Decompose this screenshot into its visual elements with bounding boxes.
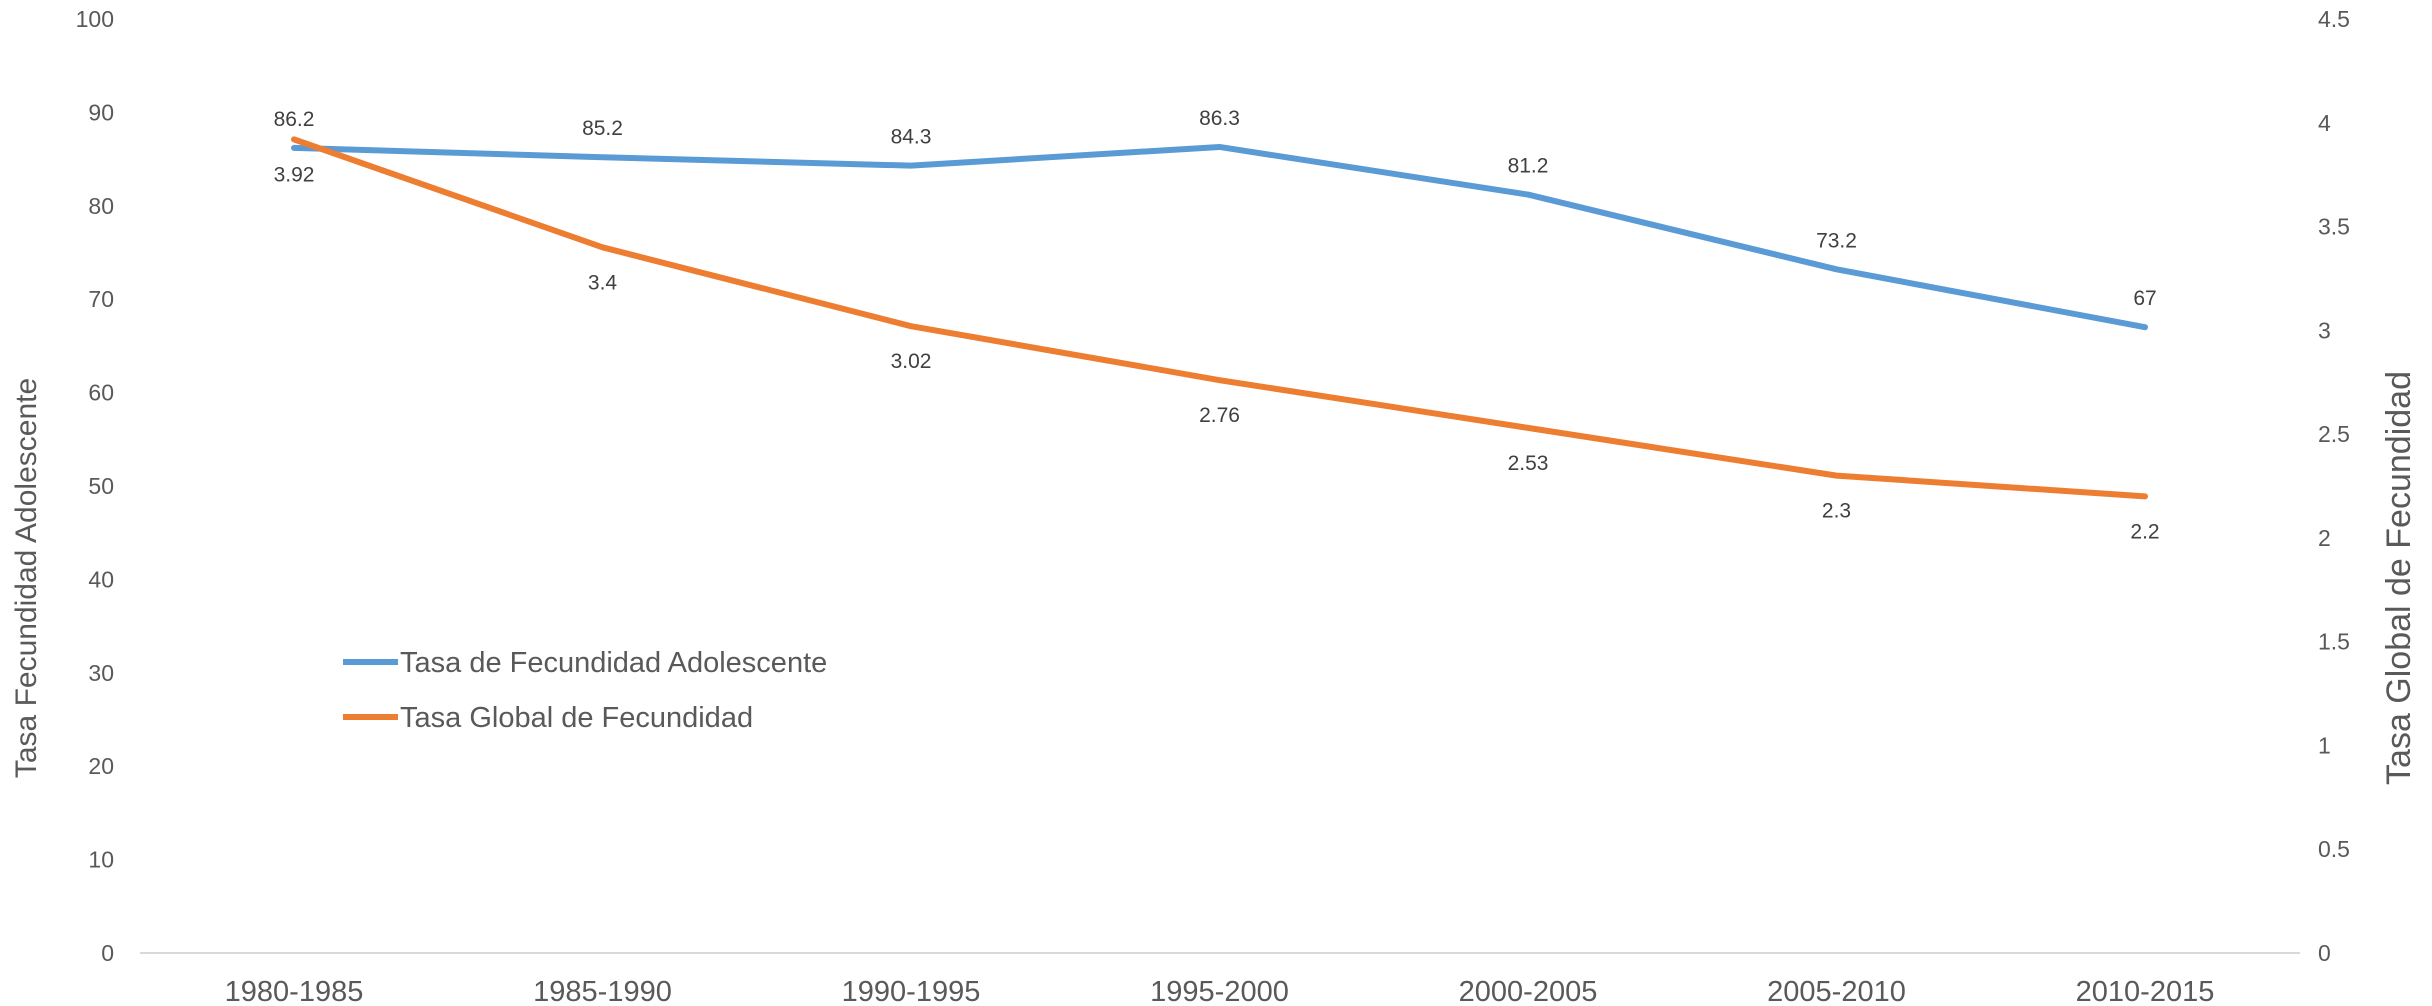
series-line-adolescent [291,143,2148,331]
left-axis-ticks: 0 10 20 30 40 50 60 70 80 90 100 [76,6,114,966]
left-tick-label: 70 [88,286,114,312]
right-tick-label: 0 [2318,940,2331,966]
right-tick-label: 1 [2318,732,2331,758]
legend-item-global: Tasa Global de Fecundidad [343,702,753,734]
legend-label-global: Tasa Global de Fecundidad [400,702,753,734]
left-tick-label: 60 [88,380,114,406]
data-label: 2.53 [1508,452,1549,475]
left-tick-label: 0 [101,940,114,966]
series-lines [291,136,2148,500]
left-tick-label: 20 [88,753,114,779]
right-tick-label: 3.5 [2318,214,2350,240]
data-label: 3.92 [274,163,315,186]
data-label: 85.2 [582,117,623,140]
data-label: 3.4 [588,271,618,294]
x-tick-label: 1985-1990 [533,976,672,1006]
right-tick-label: 2.5 [2318,421,2350,447]
data-label: 86.2 [274,108,315,131]
right-tick-label: 0.5 [2318,836,2350,862]
data-label: 3.02 [891,350,932,373]
legend-label-adolescent: Tasa de Fecundidad Adolescente [400,647,827,679]
series-line-global [291,136,2148,500]
right-axis-ticks: 0 0.5 1 1.5 2 2.5 3 3.5 4 4.5 [2318,6,2350,966]
right-tick-label: 4 [2318,110,2331,136]
right-tick-label: 1.5 [2318,629,2350,655]
data-label: 2.3 [1822,500,1851,523]
data-label: 86.3 [1199,107,1240,130]
x-tick-label: 1980-1985 [225,976,364,1006]
data-label: 67 [2133,287,2156,310]
left-tick-label: 50 [88,473,114,499]
left-tick-label: 30 [88,660,114,686]
legend: Tasa de Fecundidad Adolescente Tasa Glob… [343,647,827,734]
left-axis-title: Tasa Fecundidad Adolescente [10,378,43,778]
data-label: 2.76 [1199,404,1240,427]
left-tick-label: 100 [76,6,114,32]
x-tick-label: 1990-1995 [842,976,981,1006]
x-axis-ticks: 1980-1985 1985-1990 1990-1995 1995-2000 2000… [225,976,2215,1006]
right-tick-label: 3 [2318,317,2331,343]
data-label: 2.2 [2130,520,2159,543]
legend-item-adolescent: Tasa de Fecundidad Adolescente [343,647,827,679]
left-tick-label: 40 [88,566,114,592]
x-tick-label: 2005-2010 [1767,976,1906,1006]
left-tick-label: 80 [88,193,114,219]
data-label: 81.2 [1508,155,1549,178]
data-label: 73.2 [1816,229,1857,252]
right-tick-label: 2 [2318,525,2331,551]
x-tick-label: 2010-2015 [2076,976,2215,1006]
left-tick-label: 10 [88,847,114,873]
data-label: 84.3 [891,126,932,149]
data-labels: 86.2 85.2 84.3 86.3 81.2 73.2 67 3.92 3.4 3.02 2.7… [274,107,2160,543]
left-tick-label: 90 [88,99,114,125]
right-tick-label: 4.5 [2318,6,2350,32]
x-tick-label: 2000-2005 [1459,976,1598,1006]
x-tick-label: 1995-2000 [1150,976,1289,1006]
right-axis-title: Tasa Global de Fecundidad [2380,371,2418,785]
